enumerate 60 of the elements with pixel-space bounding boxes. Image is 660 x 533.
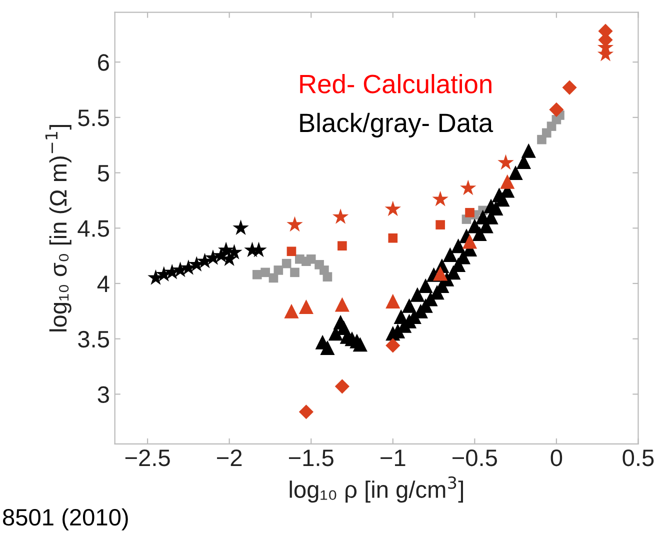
point xyxy=(476,210,490,224)
point xyxy=(232,220,249,236)
point xyxy=(402,298,417,313)
y-tick-label: 4 xyxy=(97,276,110,292)
point xyxy=(549,102,564,117)
x-tick-label: 0.5 xyxy=(622,449,654,466)
point xyxy=(306,254,316,264)
point xyxy=(384,200,401,216)
point xyxy=(334,379,350,394)
y-tick-label: 3 xyxy=(98,386,109,403)
point xyxy=(465,208,474,218)
x-tick-label: −1 xyxy=(380,450,406,466)
point xyxy=(521,143,536,158)
y-tick-label: 4.5 xyxy=(78,220,109,237)
point xyxy=(451,238,466,254)
point xyxy=(508,165,523,180)
point xyxy=(432,190,448,206)
y-tick-label: 3.5 xyxy=(78,330,109,348)
point xyxy=(460,180,476,196)
x-tick-label: −1.5 xyxy=(288,450,334,466)
point xyxy=(433,266,448,281)
point xyxy=(394,309,408,324)
x-tick-label: −2.5 xyxy=(125,449,170,466)
point xyxy=(442,247,458,262)
point xyxy=(290,268,300,278)
point xyxy=(388,233,398,243)
x-axis-title: log₁₀ ρ [in g/cm$^{3}$] xyxy=(290,476,463,503)
y-tick-label: 6 xyxy=(98,54,109,71)
x-tick-label: −0.5 xyxy=(452,449,497,466)
point xyxy=(462,234,478,249)
x-tick-label: 0 xyxy=(550,449,562,466)
y-tick-label: 5.5 xyxy=(78,110,109,126)
point xyxy=(322,272,332,282)
point xyxy=(352,337,368,352)
point xyxy=(274,266,284,275)
point xyxy=(320,340,335,355)
point xyxy=(500,174,515,189)
point xyxy=(282,258,292,268)
annotation: Red- Calculation xyxy=(300,74,492,94)
point xyxy=(418,278,433,293)
point xyxy=(260,268,270,278)
point xyxy=(386,294,400,308)
point xyxy=(332,208,349,224)
point xyxy=(498,154,514,170)
point xyxy=(286,216,303,232)
point xyxy=(338,241,347,250)
point xyxy=(386,338,400,353)
annotation: Black/gray- Data xyxy=(300,112,494,138)
point xyxy=(298,299,314,314)
point xyxy=(298,404,314,420)
point xyxy=(410,287,425,302)
point xyxy=(286,246,296,256)
point xyxy=(334,297,350,312)
x-tick-label: −2 xyxy=(217,449,242,466)
point xyxy=(562,80,577,95)
text: 8501 (2010) xyxy=(3,508,128,530)
point xyxy=(284,304,299,318)
y-axis-title: log₁₀ σ₀ [in (Ω m)$^{−1}$] xyxy=(45,124,72,332)
y-tick-label: 5 xyxy=(98,165,109,182)
point xyxy=(436,220,445,230)
